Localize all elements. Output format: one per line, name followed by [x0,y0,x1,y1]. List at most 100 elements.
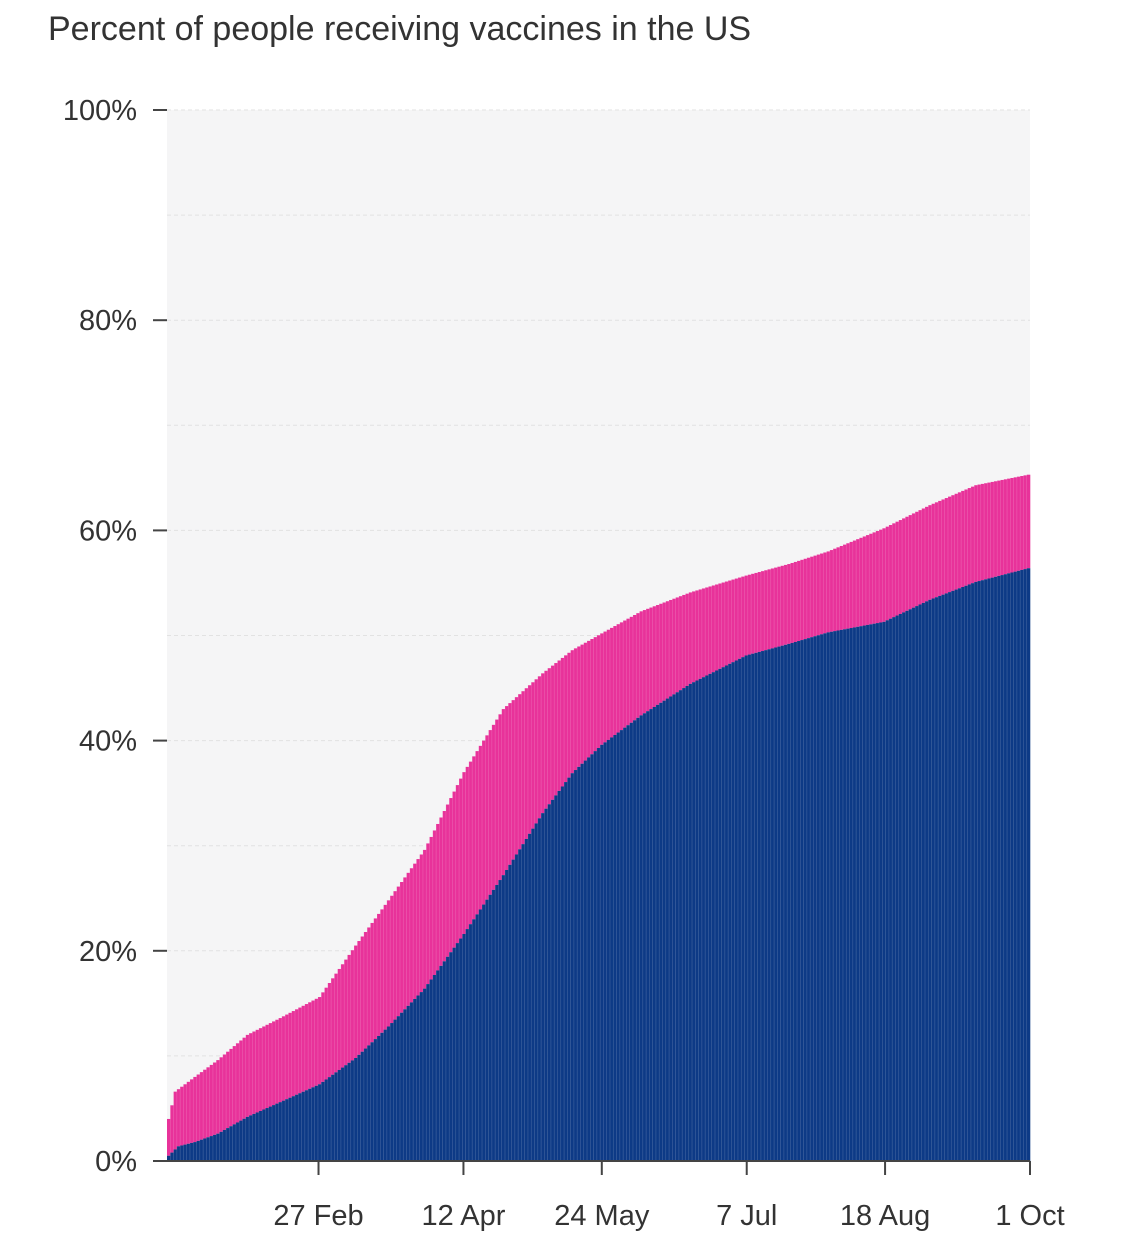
bar-lower-segment [189,1142,194,1161]
bar-upper-segment [849,541,854,629]
y-tick-label: 100% [63,95,137,127]
bar-upper-segment [482,740,486,905]
bar-lower-segment [977,581,982,1161]
x-tick-label: 12 Apr [422,1200,506,1232]
bar-lower-segment [803,639,808,1161]
bar-lower-segment [921,602,926,1161]
bar-lower-segment [491,889,496,1161]
bar-upper-segment [957,492,962,589]
bar-upper-segment [859,537,863,627]
bar-upper-segment [961,490,965,588]
bar-lower-segment [206,1137,210,1161]
bar-upper-segment [360,936,365,1052]
bar-upper-segment [895,521,900,616]
bar-upper-segment [760,571,765,652]
y-tick-label: 80% [79,305,137,337]
bar-lower-segment [905,610,909,1161]
bar-lower-segment [219,1131,224,1161]
bar-upper-segment [879,529,883,623]
bar-lower-segment [609,737,614,1161]
bar-upper-segment [714,584,719,671]
bar-lower-segment [183,1144,187,1161]
bar-lower-segment [993,576,998,1161]
bar-lower-segment [216,1133,220,1161]
bar-upper-segment [754,572,758,653]
bar-upper-segment [908,515,913,610]
bar-lower-segment [839,629,844,1161]
bar-lower-segment [1026,568,1031,1161]
bar-upper-segment [892,523,896,618]
bar-upper-segment [285,1014,289,1100]
bar-lower-segment [252,1113,256,1161]
bar-upper-segment [984,483,988,580]
y-axis-ticks: 0% 20% 40% 60% 80% 100% [63,95,167,1178]
bar-upper-segment [688,592,693,684]
bars [167,474,1031,1161]
bar-upper-segment [987,482,991,579]
bar-lower-segment [573,770,578,1161]
bar-upper-segment [777,566,781,647]
bar-upper-segment [541,673,545,814]
bar-upper-segment [954,493,959,590]
bar-lower-segment [833,631,837,1161]
bar-lower-segment [354,1058,358,1161]
bar-lower-segment [472,919,476,1161]
bar-lower-segment [465,929,470,1161]
bar-lower-segment [842,629,847,1161]
bar-upper-segment [862,536,867,626]
y-tick-label: 60% [79,515,137,547]
bar-lower-segment [258,1110,263,1161]
bar-lower-segment [902,612,906,1161]
bar-upper-segment [347,954,352,1063]
bar-upper-segment [632,615,637,721]
bar-upper-segment [652,606,657,707]
bar-lower-segment [393,1019,397,1161]
bar-lower-segment [577,766,581,1161]
bar-lower-segment [232,1124,237,1161]
bar-lower-segment [970,583,975,1161]
bar-lower-segment [521,844,525,1161]
bar-lower-segment [701,677,706,1161]
bar-upper-segment [468,761,473,925]
bar-lower-segment [380,1032,384,1161]
bar-lower-segment [406,1005,411,1161]
bar-lower-segment [760,651,765,1161]
bar-lower-segment [928,599,932,1161]
bar-upper-segment [974,485,978,582]
bar-lower-segment [810,637,814,1161]
bar-upper-segment [642,610,647,714]
bar-upper-segment [990,481,995,578]
chart-title: Percent of people receiving vaccines in … [48,10,752,48]
bar-lower-segment [846,628,850,1161]
bar-upper-segment [193,1076,197,1143]
bar-upper-segment [495,719,499,885]
bar-upper-segment [846,543,850,629]
bar-upper-segment [321,992,325,1082]
x-axis-ticks: 27 Feb 12 Apr 24 May 7 Jul 18 Aug 1 Oct [273,1161,1065,1232]
bar-lower-segment [616,732,621,1161]
bar-upper-segment [258,1028,263,1111]
bar-lower-segment [685,685,690,1161]
bar-upper-segment [856,539,860,627]
bar-lower-segment [583,760,588,1161]
bar-upper-segment [557,660,562,791]
bar-upper-segment [209,1064,214,1137]
bar-lower-segment [744,655,749,1161]
bar-lower-segment [777,646,781,1161]
bar-upper-segment [212,1062,217,1135]
bar-lower-segment [419,992,424,1161]
bar-upper-segment [678,596,683,691]
bar-upper-segment [718,583,722,669]
bar-upper-segment [728,580,732,664]
bar-lower-segment [626,725,630,1161]
bar-upper-segment [203,1069,207,1139]
bar-upper-segment [583,642,588,761]
bar-upper-segment [797,560,801,642]
bar-lower-segment [941,594,945,1161]
bar-upper-segment [842,544,847,630]
bar-lower-segment [196,1140,201,1161]
bar-lower-segment [806,638,811,1161]
bar-lower-segment [429,979,434,1161]
bar-upper-segment [498,714,502,881]
